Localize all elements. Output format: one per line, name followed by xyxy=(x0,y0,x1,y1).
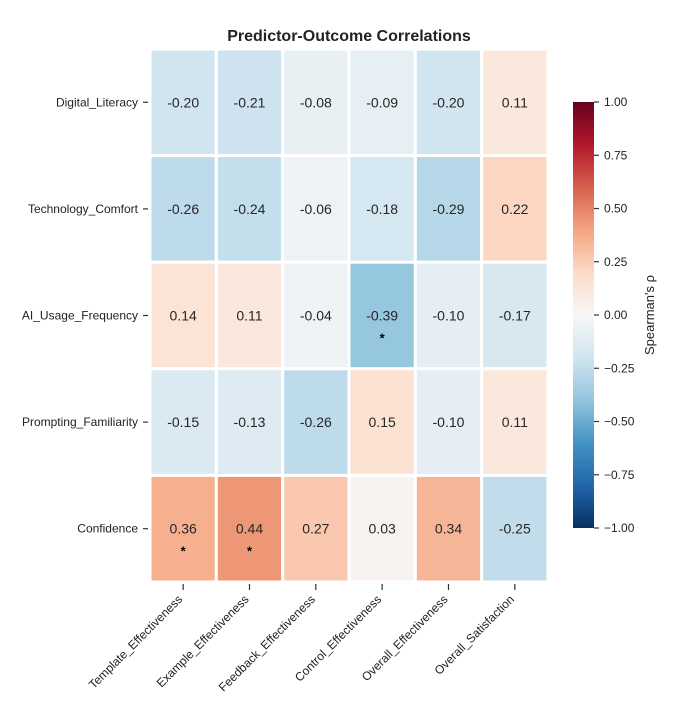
heatmap-cell xyxy=(347,154,417,264)
colorbar-tick-label: 0.00 xyxy=(604,308,628,322)
heatmap-cell xyxy=(347,473,417,584)
cell-value-label: 0.34 xyxy=(435,521,462,537)
y-tick-label: Prompting_Familiarity xyxy=(22,415,138,429)
heatmap-cell xyxy=(148,47,218,158)
heatmap-cell xyxy=(413,473,484,584)
cell-value-label: -0.21 xyxy=(234,94,266,110)
cell-value-label: -0.26 xyxy=(300,414,332,430)
cell-value-label: -0.15 xyxy=(167,414,199,430)
cell-value-label: -0.08 xyxy=(300,94,332,110)
cell-value-label: 0.15 xyxy=(369,414,396,430)
heatmap-cell xyxy=(480,367,550,477)
cell-value-label: -0.10 xyxy=(433,414,465,430)
colorbar-tick-label: −1.00 xyxy=(604,521,635,535)
colorbar-tick-label: 1.00 xyxy=(604,95,628,109)
cell-value-label: -0.25 xyxy=(499,521,531,537)
cell-value-label: -0.18 xyxy=(366,201,398,217)
cell-value-label: 0.11 xyxy=(502,414,528,430)
heatmap-cell xyxy=(480,154,550,264)
colorbar-gradient xyxy=(573,102,594,528)
heatmap-cells: -0.20 -0.21 -0.08 -0.09 -0.20 0.11 -0.26 -0.24 -… xyxy=(148,47,550,584)
cell-value-label: -0.10 xyxy=(433,308,465,324)
heatmap-cell xyxy=(214,260,285,371)
colorbar-tick-label: 0.25 xyxy=(604,255,628,269)
colorbar-label: Spearman's ρ xyxy=(642,275,657,355)
cell-value-label: 0.36 xyxy=(170,521,197,537)
y-tick-label: Confidence xyxy=(77,522,138,536)
heatmap-cell xyxy=(480,47,550,158)
cell-value-label: -0.17 xyxy=(499,308,531,324)
cell-value-label: -0.04 xyxy=(300,308,332,324)
cell-value-label: 0.14 xyxy=(170,308,197,324)
significance-marker: * xyxy=(380,331,386,346)
cell-value-label: 0.44 xyxy=(236,521,263,537)
colorbar-tick-label: −0.25 xyxy=(604,361,635,375)
cell-value-label: -0.29 xyxy=(433,201,465,217)
heatmap-cell xyxy=(148,473,218,584)
cell-value-label: -0.20 xyxy=(167,94,199,110)
colorbar-tick-label: 0.75 xyxy=(604,148,628,162)
heatmap-cell xyxy=(148,367,218,477)
significance-marker: * xyxy=(181,544,187,559)
y-tick-label: Technology_Comfort xyxy=(28,202,139,216)
cell-value-label: -0.26 xyxy=(167,201,199,217)
chart-title: Predictor-Outcome Correlations xyxy=(227,28,471,45)
cell-value-label: 0.27 xyxy=(302,521,329,537)
colorbar: 1.00 0.75 0.50 0.25 0.00 −0.25 −0.50 −0.75 −1.00… xyxy=(573,95,657,535)
colorbar-ticks: 1.00 0.75 0.50 0.25 0.00 −0.25 −0.50 −0.75 −1.00 xyxy=(594,95,635,535)
cell-value-label: 0.11 xyxy=(236,308,262,324)
y-tick-label: AI_Usage_Frequency xyxy=(22,309,138,323)
cell-value-label: -0.39 xyxy=(366,308,398,324)
x-axis: Template_EffectivenessExample_Effectiven… xyxy=(86,584,517,694)
cell-value-label: 0.22 xyxy=(501,201,528,217)
cell-value-label: -0.06 xyxy=(300,201,332,217)
y-axis: Digital_Literacy Technology_Comfort AI_Usa… xyxy=(22,95,148,536)
colorbar-tick-label: 0.50 xyxy=(604,202,628,216)
cell-value-label: -0.09 xyxy=(366,94,398,110)
colorbar-tick-label: −0.50 xyxy=(604,415,635,429)
cell-value-label: 0.03 xyxy=(369,521,396,537)
colorbar-tick-label: −0.75 xyxy=(604,468,635,482)
cell-value-label: -0.20 xyxy=(433,94,465,110)
heatmap-cell xyxy=(480,473,550,584)
y-tick-label: Digital_Literacy xyxy=(56,95,138,109)
cell-value-label: -0.24 xyxy=(234,201,266,217)
heatmap-cell xyxy=(347,260,417,371)
heatmap-cell xyxy=(214,154,285,264)
heatmap-cell xyxy=(214,367,285,477)
significance-marker: * xyxy=(247,544,253,559)
heatmap-cell xyxy=(480,260,550,371)
cell-value-label: -0.13 xyxy=(234,414,266,430)
cell-value-label: 0.11 xyxy=(502,94,528,110)
